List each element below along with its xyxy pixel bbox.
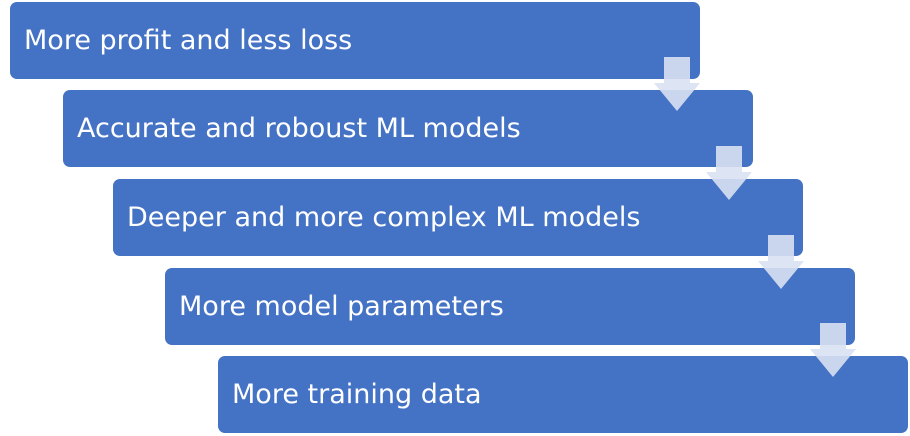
step-label: More profit and less loss	[24, 25, 353, 56]
down-arrow-icon	[758, 235, 804, 289]
down-arrow-icon	[810, 323, 856, 377]
step-label: More training data	[232, 379, 482, 410]
step-label: Deeper and more complex ML models	[127, 202, 641, 233]
step-box-more-profit: More profit and less loss	[10, 2, 700, 79]
step-box-training-data: More training data	[218, 356, 908, 433]
step-label: Accurate and roboust ML models	[77, 113, 521, 144]
step-box-model-parameters: More model parameters	[165, 268, 855, 345]
step-label: More model parameters	[179, 291, 504, 322]
down-arrow-icon	[706, 146, 752, 200]
down-arrow-icon	[654, 57, 700, 111]
step-box-accurate-models: Accurate and roboust ML models	[63, 90, 753, 167]
step-box-deeper-models: Deeper and more complex ML models	[113, 179, 803, 256]
